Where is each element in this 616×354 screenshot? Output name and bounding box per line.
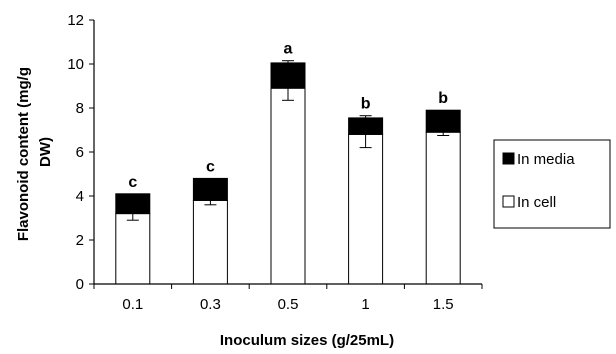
y-axis-title-line-1: Flavonoid content (mg/g (15, 67, 32, 241)
y-ticks: 0 2 4 6 8 10 12 (67, 12, 94, 293)
y-axis-title-line-2: DW) (37, 137, 54, 167)
legend-swatch-in-cell (502, 195, 515, 208)
x-tick-label: 1.5 (433, 296, 454, 313)
bar-in-media (115, 193, 151, 215)
x-tick-label: 0.3 (200, 296, 221, 313)
legend-label-in-media: In media (517, 151, 575, 168)
x-ticks: 0.1 0.3 0.5 1 1.5 (93, 284, 483, 313)
significance-letter: c (128, 174, 137, 191)
bars-layer (115, 60, 461, 285)
x-tick-label: 0.5 (278, 296, 299, 313)
y-tick-label: 8 (76, 100, 84, 117)
significance-letter: b (361, 96, 371, 113)
legend: In media In cell (493, 139, 611, 229)
legend-label-in-cell: In cell (517, 194, 556, 211)
x-tick-label: 0.1 (122, 296, 143, 313)
bar-in-cell (192, 199, 228, 285)
y-tick-label: 0 (76, 276, 84, 293)
significance-letters: c c a b b (128, 41, 448, 191)
x-tick-label: 1 (361, 296, 369, 313)
significance-letter: b (438, 90, 448, 107)
bar-in-media (425, 109, 461, 133)
legend-swatch-in-media (502, 152, 515, 165)
bar-in-media (192, 177, 228, 201)
y-tick-label: 4 (76, 188, 84, 205)
y-tick-label: 10 (67, 56, 84, 73)
bar-in-cell (270, 87, 306, 285)
y-tick-label: 12 (67, 12, 84, 29)
significance-letter: a (284, 41, 293, 58)
y-tick-label: 6 (76, 144, 84, 161)
bar-in-cell (115, 213, 151, 285)
x-axis-title: Inoculum sizes (g/25mL) (220, 332, 394, 349)
y-tick-label: 2 (76, 232, 84, 249)
significance-letter: c (206, 158, 215, 175)
bar-in-cell (425, 131, 461, 285)
bar-in-media (348, 117, 384, 135)
bar-in-media (270, 62, 306, 89)
y-axis-title: Flavonoid content (mg/g DW) (15, 63, 54, 241)
bar-in-cell (348, 133, 384, 285)
